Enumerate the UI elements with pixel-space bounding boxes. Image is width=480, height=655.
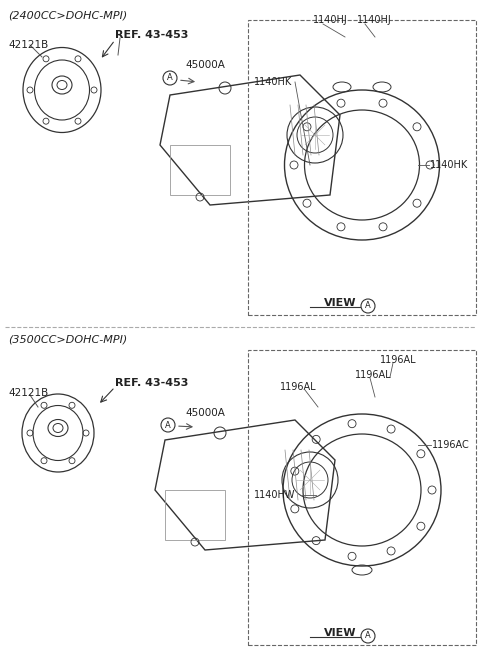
Text: 45000A: 45000A <box>185 60 225 70</box>
Text: A: A <box>165 421 171 430</box>
Text: (2400CC>DOHC-MPI): (2400CC>DOHC-MPI) <box>8 10 127 20</box>
Text: 42121B: 42121B <box>8 388 48 398</box>
Text: 42121B: 42121B <box>8 40 48 50</box>
Text: 1140HK: 1140HK <box>254 77 292 87</box>
Text: A: A <box>365 301 371 310</box>
Text: 1196AL: 1196AL <box>380 355 417 365</box>
Text: 1196AC: 1196AC <box>432 440 470 450</box>
Text: REF. 43-453: REF. 43-453 <box>115 30 188 40</box>
Bar <box>248 20 476 315</box>
Text: 45000A: 45000A <box>185 408 225 418</box>
Text: 1140HJ: 1140HJ <box>357 15 392 25</box>
Text: 1196AL: 1196AL <box>355 370 392 380</box>
Text: REF. 43-453: REF. 43-453 <box>115 378 188 388</box>
Text: A: A <box>167 73 173 83</box>
Text: 1140HK: 1140HK <box>430 160 468 170</box>
Bar <box>248 350 476 645</box>
Text: 1140HJ: 1140HJ <box>313 15 348 25</box>
Text: 1140HW: 1140HW <box>254 490 296 500</box>
Text: (3500CC>DOHC-MPI): (3500CC>DOHC-MPI) <box>8 335 127 345</box>
Text: 1196AL: 1196AL <box>280 382 317 392</box>
Text: VIEW: VIEW <box>324 298 356 308</box>
Text: A: A <box>365 631 371 641</box>
Text: VIEW: VIEW <box>324 628 356 638</box>
